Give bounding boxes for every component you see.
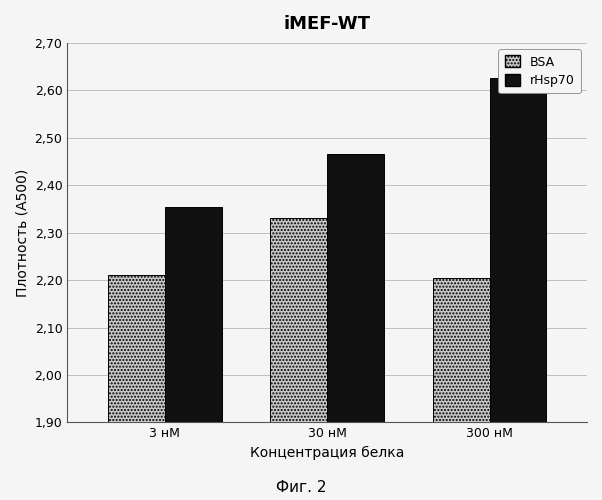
Bar (165, 206, 222, 422)
Legend: BSA, rHsp70: BSA, rHsp70 (498, 49, 581, 93)
Bar (433, 278, 489, 422)
Bar (270, 218, 327, 422)
Title: iMEF-WT: iMEF-WT (284, 15, 371, 33)
Text: Фиг. 2: Фиг. 2 (276, 480, 326, 495)
Bar (489, 78, 547, 422)
Bar (327, 154, 384, 422)
Bar (108, 276, 165, 422)
Y-axis label: Плотность (А500): Плотность (А500) (15, 168, 29, 297)
X-axis label: Концентрация белка: Концентрация белка (250, 446, 405, 460)
